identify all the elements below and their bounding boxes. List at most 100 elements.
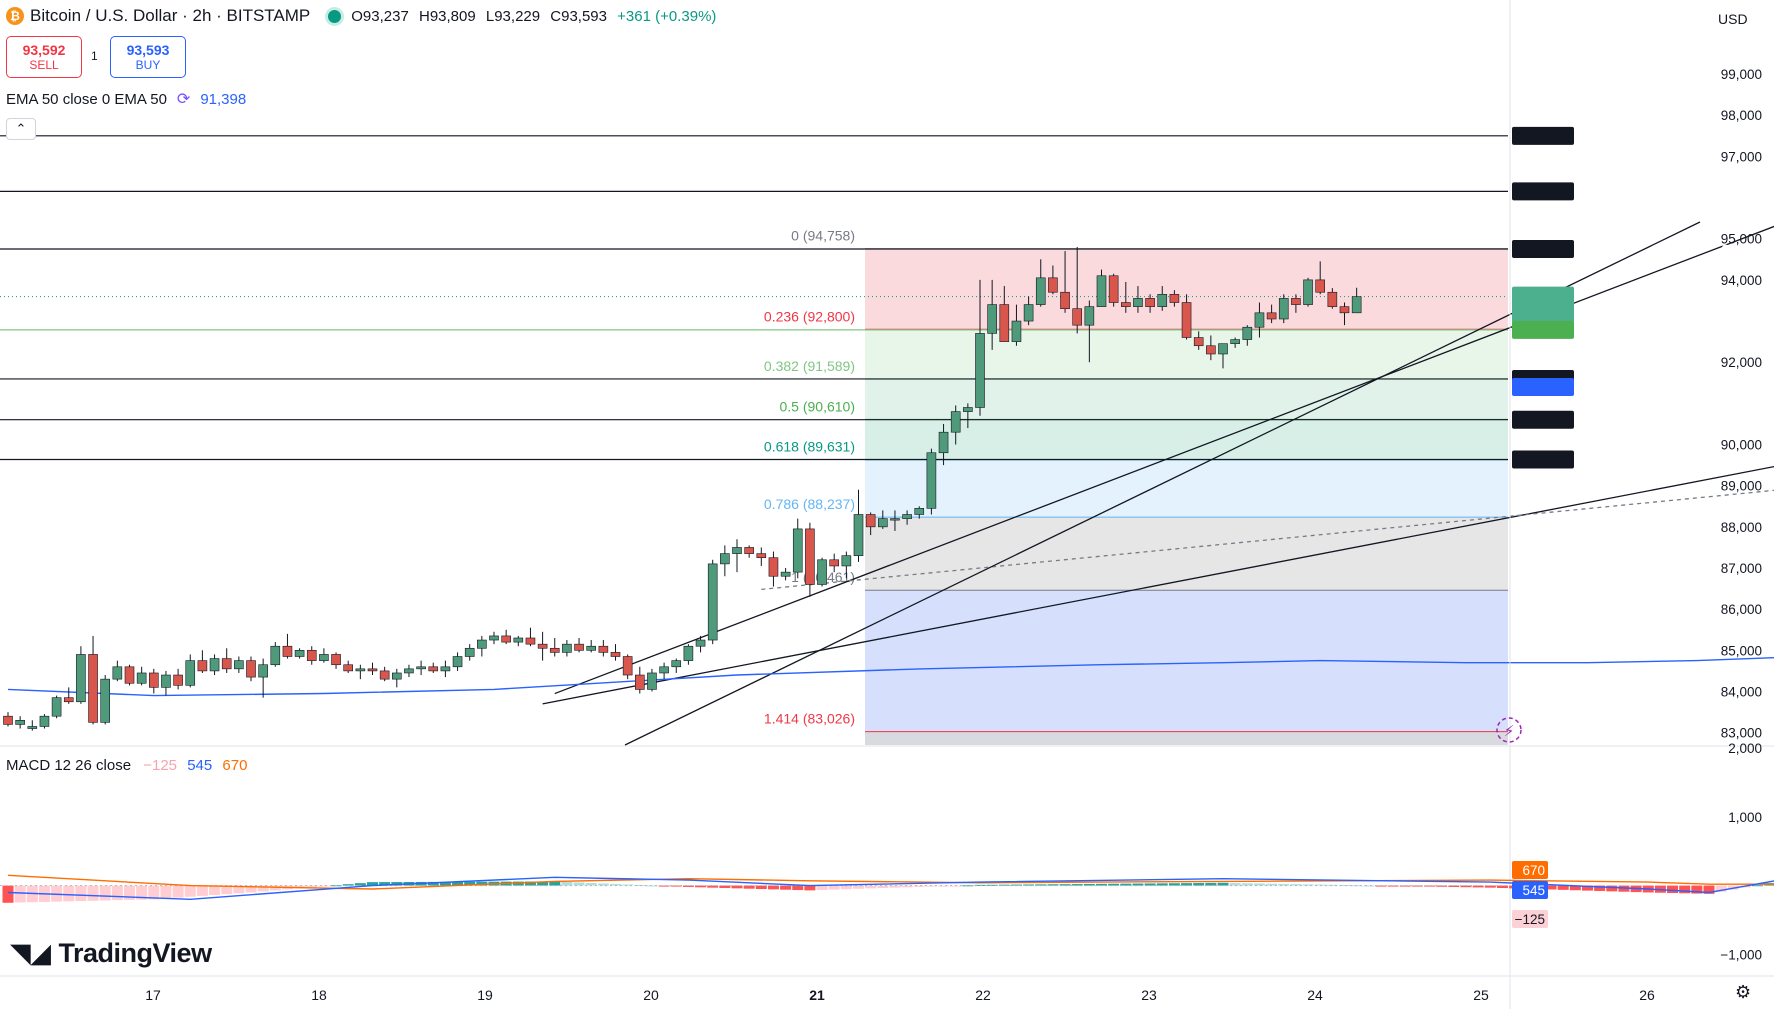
candle-body [355,668,366,672]
ema-legend[interactable]: EMA 50 close 0 EMA 50 ⟳ 91,398 [6,89,246,109]
macd-histogram-bar [1496,885,1508,889]
candle-body [574,643,584,651]
candle [246,656,256,682]
candle [88,635,98,725]
macd-histogram-bar [1096,883,1107,886]
price-axis-label: 83,000 [1721,726,1762,741]
candle-body [440,666,451,672]
candle-body [1060,291,1070,310]
candle [464,644,475,661]
macd-histogram-bar [816,885,828,890]
macd-histogram-bar [731,885,743,889]
candle [379,666,390,682]
candle [501,629,511,645]
macd-histogram-bar [1448,885,1460,887]
candle [343,660,354,673]
macd-legend[interactable]: MACD 12 26 close −125 545 670 [6,757,247,774]
macd-histogram-bar [610,883,621,886]
candle-body [209,658,220,672]
candle-body [817,559,827,585]
macd-histogram-bar [658,885,670,887]
collapse-legend-button[interactable]: ⌃ [6,118,36,140]
candle-body [1133,298,1143,307]
macd-value-badge [1512,910,1548,928]
symbol-legend: ₿ Bitcoin / U.S. Dollar · 2h · BITSTAMP … [6,4,722,28]
candle-body [720,553,730,565]
candle-body [221,658,232,670]
candle [549,637,560,657]
candle [319,648,329,663]
candle-body [258,664,268,678]
sell-button[interactable]: 93,592 SELL [6,36,82,78]
macd-histogram-bar [1618,885,1630,892]
macd-histogram-bar [1290,884,1302,886]
candle-body [331,654,341,666]
candle [525,627,536,647]
candle [938,423,949,466]
settings-gear-icon[interactable]: ⚙ [1735,982,1752,1002]
channel-dashed-line [761,489,1774,591]
candle [124,664,135,686]
candle [76,646,86,704]
candle-body [975,333,985,408]
macd-histogram-bar [1047,884,1059,886]
candle-body [1327,291,1338,307]
macd-histogram-bar [537,881,549,886]
market-status-icon[interactable] [328,9,342,23]
candle [161,670,171,696]
price-axis-label: 84,000 [1721,684,1762,699]
candle [1011,304,1022,346]
macd-histogram-bar [99,885,111,901]
candle [975,279,985,416]
macd-histogram-bar [573,882,585,886]
candle-body [987,304,997,334]
macd-value-badge [1512,861,1548,879]
candle-body [1169,293,1180,303]
macd-histogram-bar [1253,883,1265,886]
candle-body [404,668,414,674]
candle [634,666,645,694]
candle-body [1072,308,1082,326]
candle [1291,294,1301,313]
macd-histogram-bar [1144,883,1156,886]
bar-countdown-label: 31:38 [1729,306,1763,321]
candle-body [76,654,86,703]
candle [950,405,961,445]
candle [209,654,220,676]
candle [817,557,827,587]
candle [562,640,572,657]
candle-body [112,666,123,680]
buy-button[interactable]: 93,593 BUY [110,36,186,78]
sell-label: SELL [29,58,59,72]
symbol-title[interactable]: Bitcoin / U.S. Dollar · 2h · BITSTAMP [30,6,311,25]
fib-level-label: 0.618 (89,631) [764,439,855,455]
macd-histogram-bar [998,884,1010,886]
macd-histogram-bar [209,885,221,896]
macd-histogram-bar [1266,883,1278,886]
candle-body [1157,293,1168,307]
order-quantity[interactable]: 1 [91,49,98,63]
price-badge [1512,450,1574,469]
time-axis-label: 26 [1639,987,1655,1003]
macd-histogram-bar [1679,885,1691,894]
macd-label: MACD 12 26 close [6,757,132,774]
sync-icon[interactable]: ⟳ [176,91,191,108]
macd-hist-value: −125 [143,757,178,774]
currency-selector[interactable]: USD [1718,11,1748,27]
candle-body [647,672,657,690]
tradingview-logo[interactable]: ◥◢ TradingView [10,938,212,969]
macd-histogram-bar [306,885,318,888]
candle-body [15,720,25,725]
price-axis-label: 97,000 [1721,149,1762,164]
candle-body [173,674,183,686]
macd-histogram-bar [804,885,816,891]
macd-histogram-bar [1205,882,1217,886]
candle [1072,246,1082,334]
candle-body [197,660,208,672]
price-badge-label: 90,603 [1722,413,1764,428]
price-badge [1512,182,1574,201]
candle-body [562,643,572,653]
macd-histogram-bar [1168,883,1180,886]
